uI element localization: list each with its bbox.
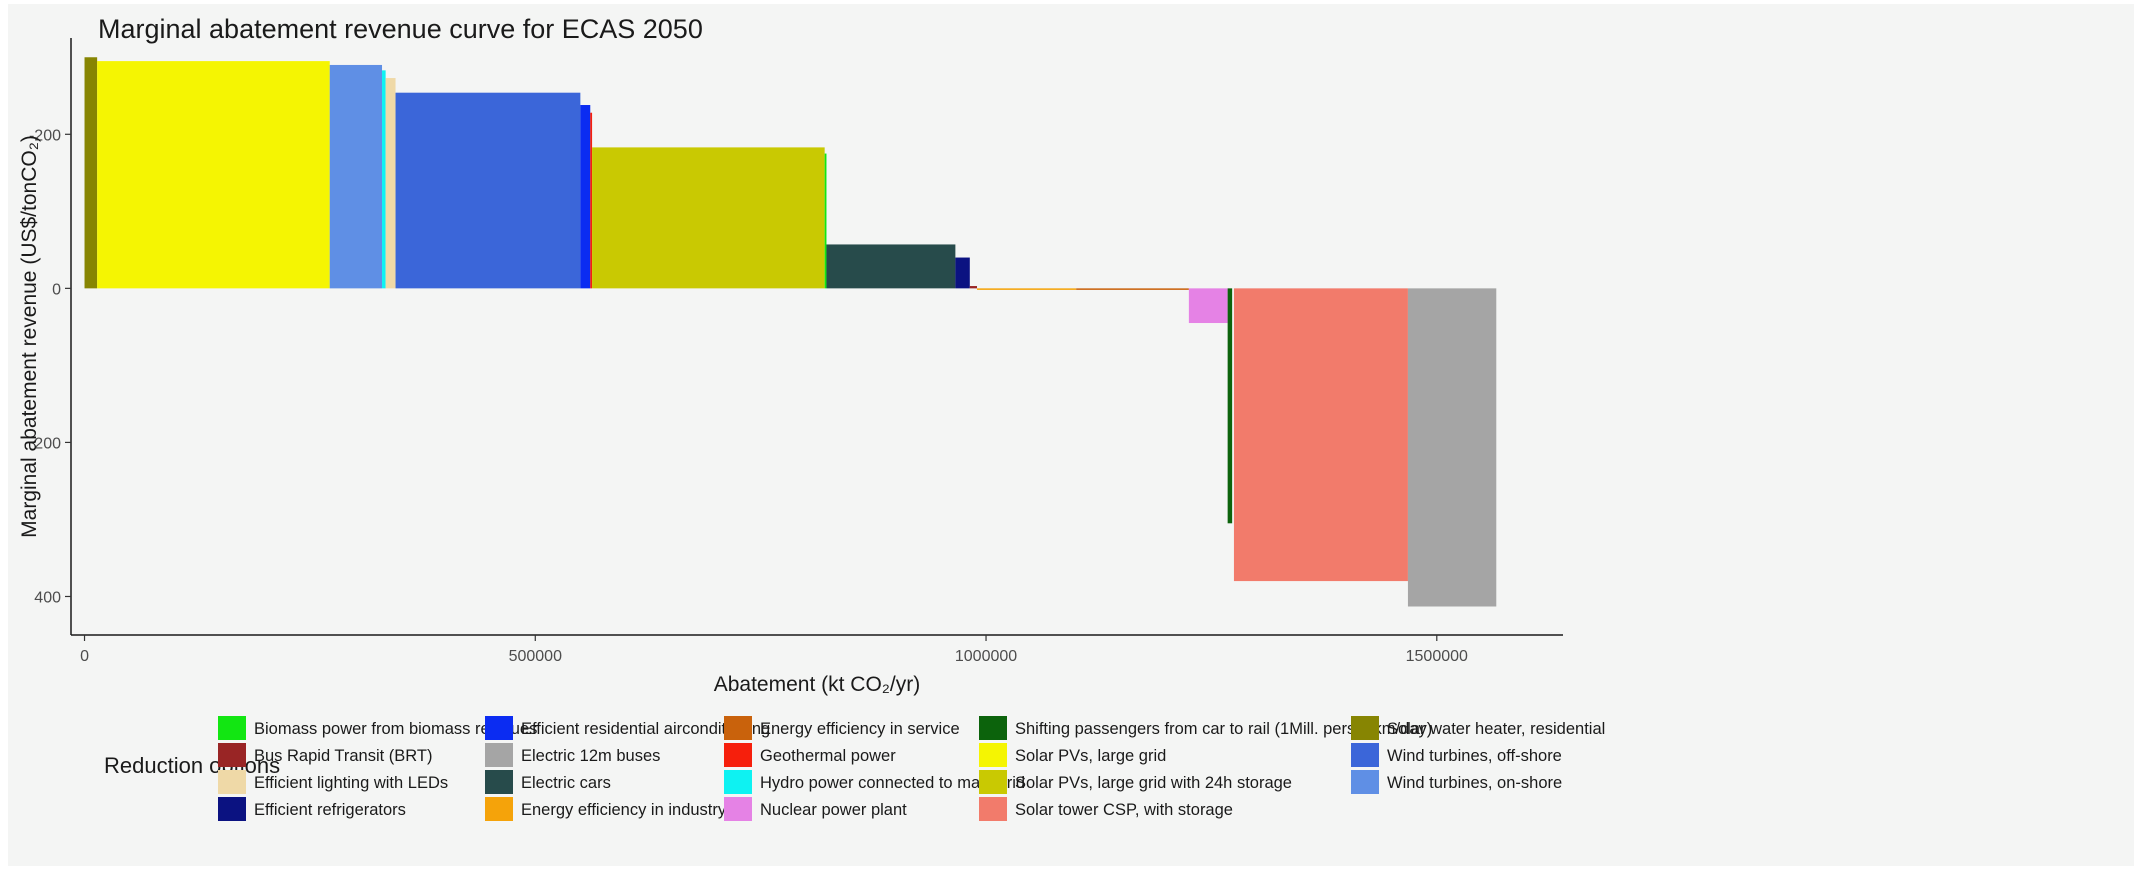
- legend-swatch-efficient-refrigerators: [218, 797, 246, 821]
- legend-label-nuclear-power-plant: Nuclear power plant: [760, 801, 907, 819]
- legend-swatch-solar-tower-csp-with-storage: [979, 797, 1007, 821]
- legend-label-wind-turbines-on-shore: Wind turbines, on-shore: [1387, 774, 1562, 792]
- legend-label-electric-12m-buses: Electric 12m buses: [521, 747, 660, 765]
- legend-label-solar-pvs-large-grid: Solar PVs, large grid: [1015, 747, 1166, 765]
- legend-label-biomass-power-from-biomass-residues: Biomass power from biomass residues: [254, 720, 537, 738]
- bar-geothermal-power: [590, 112, 593, 289]
- bar-solar-tower-csp-with-storage: [1233, 288, 1408, 582]
- legend-label-hydro-power-connected-to-main-grid: Hydro power connected to main grid: [760, 774, 1025, 792]
- legend-label-shifting-passengers-from-car-to-rail-1mill-personkm-day: Shifting passengers from car to rail (1M…: [1015, 720, 1432, 738]
- bar-electric-cars: [826, 244, 956, 289]
- legend-label-energy-efficiency-in-service: Energy efficiency in service: [760, 720, 960, 738]
- ticks-layer: 0 500000 1000000 1500000 -200 0 200 400: [29, 127, 1468, 665]
- chart-title: Marginal abatement revenue curve for ECA…: [98, 14, 703, 44]
- bars-layer: [84, 57, 1497, 607]
- legend-swatch-biomass-power-from-biomass-residues: [218, 716, 246, 740]
- bar-nuclear-power-plant: [1188, 288, 1228, 324]
- x-tick-label: 0: [80, 648, 89, 665]
- legend-swatch-efficient-residential-airconditioning: [485, 716, 513, 740]
- legend-swatch-electric-12m-buses: [485, 743, 513, 767]
- x-tick-label: 1500000: [1406, 648, 1468, 665]
- bar-shifting-passengers-from-car-to-rail-1mill-personkm-day: [1227, 288, 1233, 524]
- legend-swatch-geothermal-power: [724, 743, 752, 767]
- y-axis-title: Marginal abatement revenue (US$/tonCO₂): [18, 135, 41, 538]
- bar-solar-pvs-large-grid-with-24h-storage: [592, 147, 825, 289]
- legend-swatch-electric-cars: [485, 770, 513, 794]
- y-tick-label: 200: [34, 435, 61, 452]
- legend-swatch-energy-efficiency-in-service: [724, 716, 752, 740]
- legend-label-efficient-residential-airconditioning: Efficient residential airconditioning: [521, 720, 770, 738]
- bar-electric-12m-buses: [1407, 288, 1497, 607]
- bar-biomass-power-from-biomass-residues: [824, 153, 827, 289]
- legend-swatch-solar-pvs-large-grid-with-24h-storage: [979, 770, 1007, 794]
- bar-efficient-refrigerators: [955, 257, 970, 289]
- bar-wind-turbines-off-shore: [395, 92, 581, 289]
- y-tick-label: 0: [52, 281, 61, 298]
- x-tick-label: 500000: [509, 648, 562, 665]
- bar-hydro-power-connected-to-main-grid: [382, 70, 386, 289]
- bar-solar-water-heater-residential: [84, 57, 98, 289]
- bar-energy-efficiency-in-service: [1076, 288, 1189, 290]
- legend-label-solar-water-heater-residential: Solar water heater, residential: [1387, 720, 1605, 738]
- bar-efficient-residential-airconditioning: [580, 105, 591, 289]
- x-axis-title: Abatement (kt CO₂/yr): [714, 673, 921, 696]
- legend: Biomass power from biomass residues Bus R…: [218, 716, 1605, 821]
- bar-energy-efficiency-in-industry: [977, 288, 1077, 290]
- legend-label-electric-cars: Electric cars: [521, 774, 611, 792]
- legend-label-bus-rapid-transit-brt: Bus Rapid Transit (BRT): [254, 747, 433, 765]
- legend-swatch-hydro-power-connected-to-main-grid: [724, 770, 752, 794]
- legend-swatch-nuclear-power-plant: [724, 797, 752, 821]
- legend-label-wind-turbines-off-shore: Wind turbines, off-shore: [1387, 747, 1562, 765]
- legend-label-efficient-lighting-with-leds: Efficient lighting with LEDs: [254, 774, 448, 792]
- legend-label-energy-efficiency-in-industry: Energy efficiency in industry: [521, 801, 727, 819]
- legend-label-efficient-refrigerators: Efficient refrigerators: [254, 801, 406, 819]
- legend-swatch-wind-turbines-on-shore: [1351, 770, 1379, 794]
- y-tick-label: 400: [34, 589, 61, 606]
- legend-swatch-efficient-lighting-with-leds: [218, 770, 246, 794]
- bar-wind-turbines-on-shore: [329, 64, 383, 289]
- legend-label-solar-tower-csp-with-storage: Solar tower CSP, with storage: [1015, 801, 1233, 819]
- bar-solar-pvs-large-grid: [97, 61, 330, 289]
- axes-layer: [70, 38, 1563, 636]
- legend-title: Reduction options: [104, 753, 280, 778]
- legend-label-geothermal-power: Geothermal power: [760, 747, 896, 765]
- legend-label-solar-pvs-large-grid-with-24h-storage: Solar PVs, large grid with 24h storage: [1015, 774, 1292, 792]
- chart-panel: Marginal abatement revenue curve for ECA…: [8, 4, 2134, 866]
- bar-bus-rapid-transit-brt: [969, 286, 978, 289]
- legend-swatch-solar-pvs-large-grid: [979, 743, 1007, 767]
- legend-swatch-bus-rapid-transit-brt: [218, 743, 246, 767]
- legend-swatch-energy-efficiency-in-industry: [485, 797, 513, 821]
- legend-swatch-shifting-passengers-from-car-to-rail-1mill-personkm-day: [979, 716, 1007, 740]
- legend-swatch-wind-turbines-off-shore: [1351, 743, 1379, 767]
- x-tick-label: 1000000: [955, 648, 1017, 665]
- legend-swatch-solar-water-heater-residential: [1351, 716, 1379, 740]
- chart: Marginal abatement revenue curve for ECA…: [18, 14, 1605, 821]
- bar-efficient-lighting-with-leds: [385, 78, 396, 289]
- y-tick-label: -200: [29, 127, 61, 144]
